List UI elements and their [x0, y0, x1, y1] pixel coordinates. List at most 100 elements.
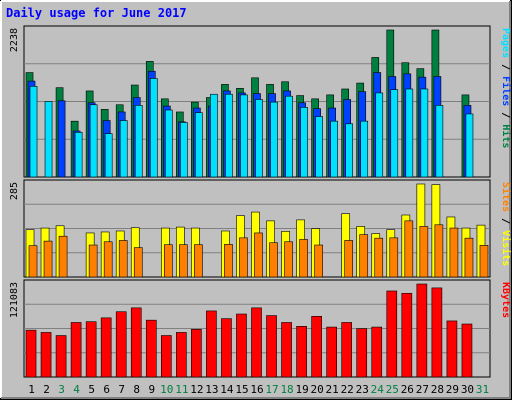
hits-legend: Pages / Files / Hits — [500, 28, 512, 148]
kbytes-bar-kbytes — [115, 311, 127, 378]
x-tick-label: 16 — [250, 383, 263, 396]
x-tick-label: 11 — [175, 383, 188, 396]
x-tick-label: 6 — [103, 383, 110, 396]
kbytes-bar-kbytes — [100, 317, 112, 378]
hits-bar-files — [57, 100, 66, 178]
x-tick-label: 12 — [190, 383, 203, 396]
hits-bar-pages — [29, 86, 38, 178]
hits-bar-pages — [435, 105, 444, 178]
hits-bar-pages — [300, 107, 308, 178]
hits-bar-pages — [330, 120, 338, 178]
kbytes-bar-kbytes — [191, 329, 202, 378]
x-tick-label: 27 — [416, 383, 429, 396]
visits-bar-sites — [88, 244, 98, 278]
visits-max-label: 285 — [9, 182, 20, 200]
hits-bar-pages — [360, 120, 369, 178]
visits-bar-sites — [43, 240, 53, 278]
panel-kbytes: 121083 KBytes — [9, 279, 511, 378]
kbytes-bar-kbytes — [326, 326, 337, 378]
visits-bar-sites — [389, 237, 399, 278]
x-tick-label: 8 — [133, 383, 140, 396]
kbytes-bar-kbytes — [311, 316, 322, 378]
hits-bar-pages — [104, 133, 113, 178]
hits-bar-pages — [240, 94, 248, 178]
kbytes-bar-kbytes — [296, 326, 307, 378]
kbytes-bar-kbytes — [251, 307, 262, 378]
hits-bar-pages — [285, 95, 293, 178]
visits-bar-sites — [464, 237, 474, 278]
kbytes-bar-kbytes — [160, 335, 172, 378]
visits-bar-sites — [374, 237, 384, 278]
visits-bar-sites — [419, 226, 429, 278]
chart-panels: 2238 Pages / Files / Hits 285 Sites / Visit… — [9, 25, 512, 378]
x-tick-label: 3 — [58, 383, 65, 396]
visits-bar-sites — [133, 247, 143, 278]
legend-separator: / — [500, 106, 511, 124]
panel-hits: 2238 Pages / Files / Hits — [9, 25, 512, 178]
kbytes-bar-kbytes — [25, 329, 37, 378]
x-tick-label: 26 — [401, 383, 414, 396]
hits-bar-pages — [134, 105, 143, 178]
legend-label-sites: Sites — [500, 182, 512, 212]
visits-bar-sites — [118, 240, 128, 278]
kbytes-bar-kbytes — [85, 321, 97, 378]
kbytes-bar-kbytes — [221, 318, 232, 378]
kbytes-bar-kbytes — [55, 335, 67, 378]
hits-bar-pages — [420, 88, 429, 178]
x-tick-label: 28 — [431, 383, 444, 396]
x-tick-label: 23 — [356, 383, 369, 396]
hits-bar-pages — [195, 112, 203, 178]
x-tick-label: 10 — [160, 383, 173, 396]
hits-bar-pages — [164, 109, 173, 178]
kbytes-bar-kbytes — [130, 307, 142, 378]
kbytes-bar-kbytes — [266, 315, 277, 378]
hits-bar-pages — [255, 99, 263, 178]
kbytes-bar-kbytes — [431, 287, 443, 378]
hits-bar-pages — [345, 123, 354, 178]
kbytes-bar-kbytes — [40, 332, 52, 378]
visits-bar-sites — [449, 227, 459, 278]
x-tick-label: 29 — [446, 383, 459, 396]
x-tick-label: 20 — [311, 383, 324, 396]
hits-bar-pages — [315, 116, 323, 178]
chart-title: Daily usage for June 2017 — [6, 6, 187, 20]
x-axis: 1 2 3 4 5 6 7 8 9 10 11 12 13 14 15 16 17 18 19 20 21 22 23 24 2… — [28, 383, 489, 396]
x-tick-label: 5 — [88, 383, 95, 396]
x-tick-label: 30 — [461, 383, 474, 396]
hits-bar-pages — [74, 132, 83, 178]
x-tick-label: 2 — [43, 383, 50, 396]
legend-label-pages: Pages — [500, 28, 511, 58]
visits-bar-sites — [194, 244, 203, 278]
visits-bar-sites — [284, 241, 293, 278]
hits-bar-pages — [225, 93, 233, 178]
visits-bar-sites — [58, 235, 68, 278]
visits-bar-sites — [314, 244, 323, 278]
kbytes-bar-kbytes — [461, 323, 473, 378]
kbytes-bar-kbytes — [206, 310, 217, 378]
visits-bar-sites — [479, 245, 489, 278]
x-tick-label: 21 — [326, 383, 339, 396]
kbytes-bar-kbytes — [356, 328, 368, 378]
kbytes-bar-kbytes — [145, 319, 157, 378]
x-tick-label: 17 — [265, 383, 278, 396]
x-tick-label: 24 — [371, 383, 385, 396]
visits-bar-sites — [103, 241, 113, 278]
x-tick-label: 13 — [205, 383, 218, 396]
kbytes-bar-kbytes — [70, 322, 82, 378]
hits-bar-pages — [375, 92, 384, 178]
legend-separator: / — [500, 212, 511, 230]
kbytes-bar-kbytes — [416, 283, 428, 378]
hits-bar-pages — [210, 93, 218, 178]
visits-legend: Sites / Visits — [500, 182, 512, 266]
legend-label-files: Files — [500, 76, 512, 106]
visits-bar-sites — [163, 244, 173, 278]
hits-bar-pages — [180, 122, 188, 178]
legend-label-visits: Visits — [500, 230, 512, 266]
x-tick-label: 1 — [28, 383, 35, 396]
visits-bar-sites — [179, 244, 188, 278]
hits-bar-pages — [89, 104, 98, 178]
visits-bar-sites — [28, 245, 38, 278]
x-tick-label: 9 — [148, 383, 155, 396]
visits-bar-sites — [404, 220, 414, 278]
visits-bar-sites — [434, 224, 444, 278]
